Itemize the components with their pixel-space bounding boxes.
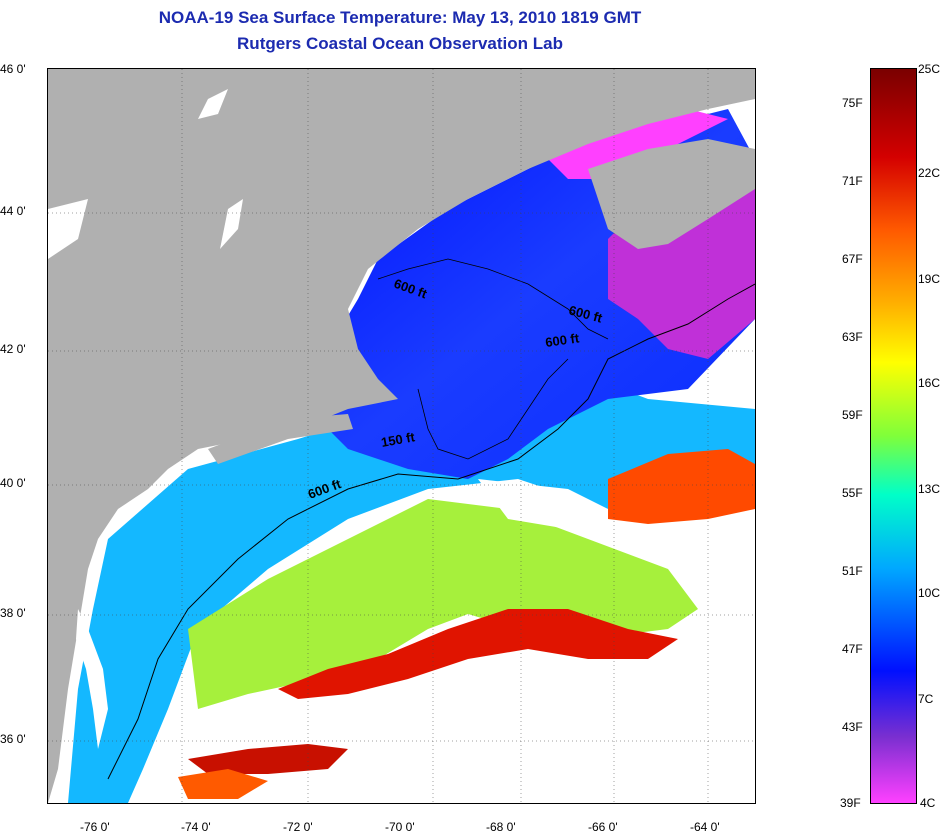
land-nova-scotia bbox=[588, 139, 755, 249]
lon-label-74: -74 0' bbox=[181, 820, 211, 834]
lat-label-36: 36 0' bbox=[0, 732, 26, 746]
lake-2 bbox=[48, 199, 88, 259]
warm-patch-south bbox=[178, 769, 268, 799]
contour-label-4: 150 ft bbox=[380, 429, 417, 450]
sst-map-svg: 600 ft 600 ft 600 ft 150 ft 600 ft bbox=[48, 69, 755, 803]
cbar-c-25: 25C bbox=[918, 62, 941, 76]
lon-label-68: -68 0' bbox=[486, 820, 516, 834]
land-northeast-us bbox=[48, 69, 755, 803]
cbar-f-71: 71F bbox=[842, 174, 863, 188]
cbar-c-16: 16C bbox=[918, 376, 941, 390]
lat-label-40: 40 0' bbox=[0, 476, 26, 490]
cbar-c-22: 22C bbox=[918, 166, 941, 180]
gulf-stream bbox=[278, 609, 678, 699]
shelf-water bbox=[68, 369, 755, 803]
slope-water bbox=[188, 499, 698, 709]
lat-label-46: 46 0' bbox=[0, 62, 26, 76]
lon-label-72: -72 0' bbox=[283, 820, 313, 834]
chesapeake bbox=[76, 609, 108, 749]
cbar-f-63: 63F bbox=[842, 330, 863, 344]
lon-label-76: -76 0' bbox=[80, 820, 110, 834]
cbar-c-4: 4C bbox=[920, 796, 936, 810]
contour-600ft-outer bbox=[107, 283, 755, 780]
cbar-c-7: 7C bbox=[918, 692, 934, 706]
cbar-c-13: 13C bbox=[918, 482, 941, 496]
cbar-f-47: 47F bbox=[842, 642, 863, 656]
cbar-f-75: 75F bbox=[842, 96, 863, 110]
cbar-f-51: 51F bbox=[842, 564, 863, 578]
cbar-f-39: 39F bbox=[840, 796, 861, 810]
lat-label-38: 38 0' bbox=[0, 606, 26, 620]
cbar-f-59: 59F bbox=[842, 408, 863, 422]
map-subtitle: Rutgers Coastal Ocean Observation Lab bbox=[237, 34, 563, 53]
cold-water-bay-of-fundy bbox=[548, 109, 728, 179]
cbar-f-67: 67F bbox=[842, 252, 863, 266]
lon-label-70: -70 0' bbox=[385, 820, 415, 834]
cbar-c-10: 10C bbox=[918, 586, 941, 600]
map-title: NOAA-19 Sea Surface Temperature: May 13,… bbox=[158, 8, 642, 27]
cbar-f-55: 55F bbox=[842, 486, 863, 500]
cbar-c-19: 19C bbox=[918, 272, 941, 286]
gulf-stream-south bbox=[188, 744, 348, 774]
lake-3 bbox=[220, 199, 243, 249]
contour-600ft-gom bbox=[377, 258, 609, 340]
sst-map[interactable]: 600 ft 600 ft 600 ft 150 ft 600 ft bbox=[47, 68, 756, 804]
temperature-colorbar bbox=[870, 68, 917, 804]
lon-label-66: -66 0' bbox=[588, 820, 618, 834]
lat-label-42: 42 0' bbox=[0, 342, 26, 356]
land-long-island bbox=[208, 414, 353, 464]
warm-core-ring bbox=[608, 449, 755, 524]
cbar-f-43: 43F bbox=[842, 720, 863, 734]
lon-label-64: -64 0' bbox=[690, 820, 720, 834]
contour-label-3: 600 ft bbox=[544, 330, 580, 350]
lat-label-44: 44 0' bbox=[0, 204, 26, 218]
cloud-band bbox=[478, 479, 608, 529]
contour-150ft bbox=[417, 358, 569, 460]
lake-1 bbox=[198, 89, 228, 119]
